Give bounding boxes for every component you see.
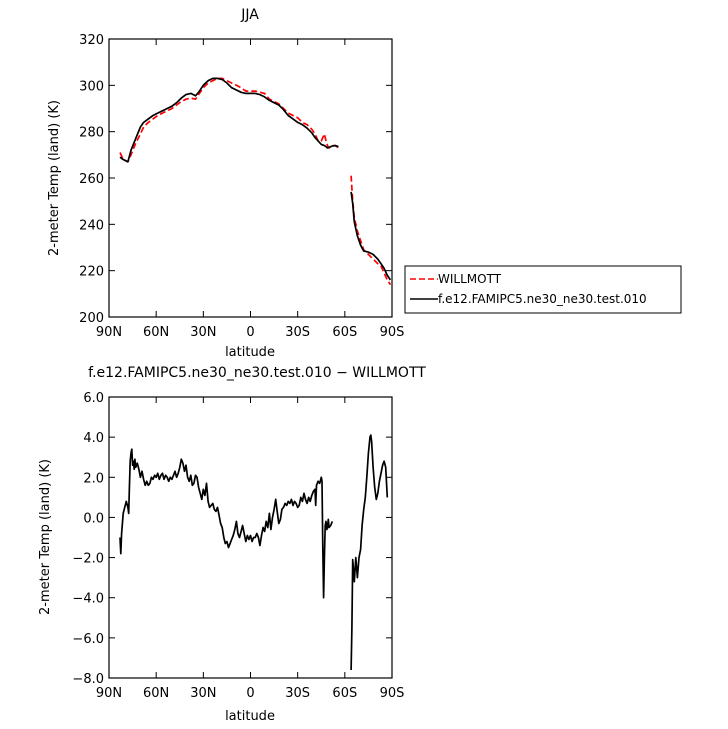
y-tick-label: 6.0 [83, 391, 104, 406]
plot-frame [108, 38, 393, 318]
y-tick-label: −4.0 [72, 592, 104, 607]
temperature-panel: JJA 200 220 240 260 280 300 320 90N 60N 30N 0 30S 6… [47, 7, 682, 360]
difference-panel: f.e12.FAMIPC5.ne30_ne30.test.010 − WILLM… [38, 365, 426, 724]
y-tick-label: 200 [79, 311, 104, 326]
x-tick-label: 90N [96, 686, 122, 701]
y-tick-label: 4.0 [83, 431, 104, 446]
series-line-1 [350, 191, 392, 281]
series-lines [119, 434, 389, 671]
y-tick-label: 0.0 [83, 511, 104, 526]
series-lines [119, 77, 392, 286]
x-tick-label: 60N [143, 325, 169, 340]
x-tick-label: 90S [380, 325, 405, 340]
panel-title: f.e12.FAMIPC5.ne30_ne30.test.010 − WILLM… [88, 365, 426, 381]
x-tick-label: 30N [190, 325, 216, 340]
y-tick-label: −8.0 [72, 672, 104, 687]
x-tick-label: 0 [246, 325, 254, 340]
y-tick-label: 320 [79, 33, 104, 48]
series-line-0 [119, 77, 340, 163]
y-tick-label: 260 [79, 172, 104, 187]
x-tick-label: 90N [96, 325, 122, 340]
x-tick-label: 30S [285, 325, 310, 340]
x-tick-label: 60N [143, 686, 169, 701]
legend-label-willmott: WILLMOTT [438, 272, 502, 286]
y-axis-label: 2-meter Temp (land) (K) [47, 100, 62, 256]
x-tick-label: 0 [246, 686, 254, 701]
legend-label-model: f.e12.FAMIPC5.ne30_ne30.test.010 [438, 292, 647, 306]
x-axis-ticks: 90N 60N 30N 0 30S 60S 90S [96, 39, 405, 340]
y-axis-ticks: −8.0 −6.0 −4.0 −2.0 0.0 2.0 4.0 6.0 [72, 391, 392, 687]
y-axis-label: 2-meter Temp (land) (K) [38, 459, 53, 615]
panel-title: JJA [240, 7, 259, 23]
x-axis-label: latitude [225, 345, 275, 360]
y-tick-label: 280 [79, 126, 104, 141]
y-tick-label: 2.0 [83, 471, 104, 486]
y-axis-ticks: 200 220 240 260 280 300 320 [79, 33, 392, 326]
y-tick-label: −6.0 [72, 632, 104, 647]
x-tick-label: 90S [380, 686, 405, 701]
x-tick-label: 30N [190, 686, 216, 701]
x-axis-label: latitude [225, 709, 275, 724]
series-line-0 [119, 448, 334, 599]
legend-box [404, 265, 682, 314]
y-tick-label: 240 [79, 218, 104, 233]
y-tick-label: 220 [79, 265, 104, 280]
series-line-0 [350, 434, 389, 671]
x-tick-label: 30S [285, 686, 310, 701]
y-tick-label: −2.0 [72, 552, 104, 567]
x-tick-label: 60S [332, 686, 357, 701]
x-tick-label: 60S [332, 325, 357, 340]
series-line-1 [119, 77, 339, 163]
x-axis-ticks: 90N 60N 30N 0 30S 60S 90S [96, 397, 405, 701]
legend: WILLMOTT f.e12.FAMIPC5.ne30_ne30.test.01… [404, 265, 682, 314]
y-tick-label: 300 [79, 79, 104, 94]
